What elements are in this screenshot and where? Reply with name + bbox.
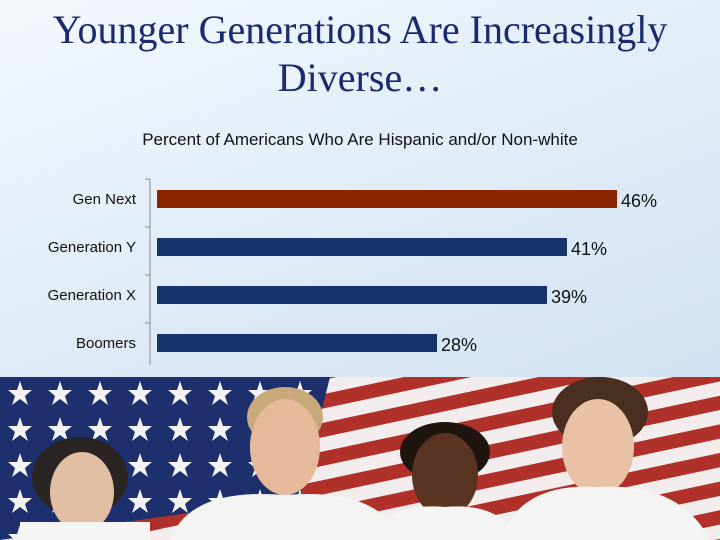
bar — [157, 286, 547, 304]
category-label: Generation Y — [48, 239, 136, 256]
flag-group-photo-icon — [0, 377, 720, 540]
value-label: 28% — [441, 335, 477, 355]
slide-title: Younger Generations Are Increasingly Div… — [52, 7, 668, 100]
bar — [157, 190, 617, 208]
bar-chart: Gen Next 46% Generation Y 41% Generation X 39… — [48, 178, 657, 365]
value-label: 39% — [551, 287, 587, 307]
value-label: 46% — [621, 191, 657, 211]
chart-title: Percent of Americans Who Are Hispanic an… — [142, 130, 578, 149]
group-photo — [0, 377, 720, 540]
bar — [157, 334, 437, 352]
bar — [157, 238, 567, 256]
category-label: Generation X — [48, 287, 136, 304]
category-label: Gen Next — [73, 191, 137, 208]
category-label: Boomers — [76, 335, 136, 352]
value-label: 41% — [571, 239, 607, 259]
